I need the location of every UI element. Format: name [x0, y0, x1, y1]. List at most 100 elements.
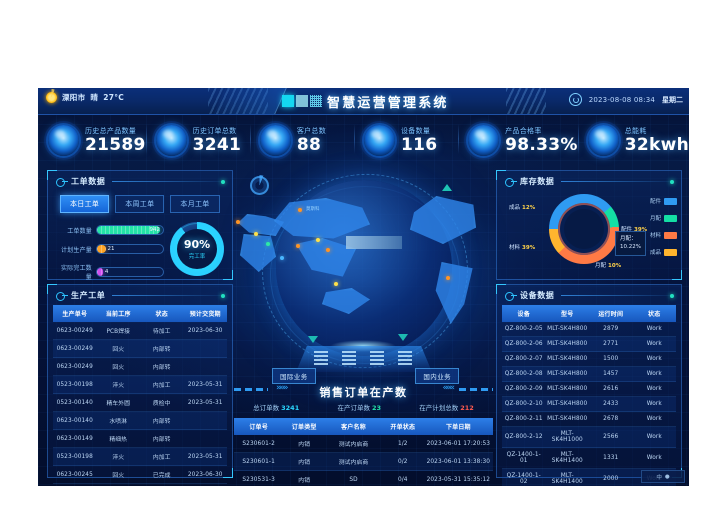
legend-item-2[interactable]: 材料 [650, 231, 677, 239]
stock-donut-chart: 成品 12% 配件 39% 材料 39% 月配 10% 月配： 10.22% 配件 [497, 187, 681, 271]
kpi-card-2[interactable]: 客户总数 88 [249, 115, 354, 165]
key-icon [56, 177, 68, 187]
header-divider [561, 293, 674, 298]
table-cell: 内加工 [140, 375, 184, 394]
kpi-value: 3241 [192, 135, 242, 155]
devices-table-wrap[interactable]: 设备 型号 运行时间 状态 QZ-800-2-05 MLT-SK4H800 2879… [497, 301, 681, 486]
kpi-label: 总能耗 [624, 127, 647, 135]
table-row[interactable]: QZ-800-2-08 MLT-SK4H800 1457 Work [502, 366, 676, 382]
tag-domestic[interactable]: 国内业务 [415, 368, 459, 384]
table-row[interactable]: QZ-800-2-12 MLT-SK4H1000 2566 Work [502, 426, 676, 448]
bar-row-finished: 实际完工数量 4 [56, 263, 164, 281]
map-marker-generic-2[interactable] [280, 256, 284, 260]
table-row[interactable]: 0623-00149 精细热 内部转 [53, 429, 227, 448]
kpi-orb-icon [259, 124, 291, 156]
kpi-label: 设备数量 [400, 127, 431, 135]
map-marker-generic-1[interactable] [266, 242, 270, 246]
table-row[interactable]: QZ-1400-1-01 MLT-SK4H1400 1331 Work [502, 447, 676, 469]
legend-label: 月配 [649, 216, 661, 222]
tab-month[interactable]: 本月工单 [170, 195, 220, 213]
legend-swatch [664, 197, 677, 205]
table-row[interactable]: 0523-00198 淬火 内加工 2023-05-31 [53, 375, 227, 394]
table-row[interactable]: 0623-00249 回火 内部转 [53, 339, 227, 358]
table-cell: 水喷淋 [96, 411, 140, 430]
tooltip-value: 10.22% [620, 244, 641, 251]
legend-item-3[interactable]: 成品 [650, 248, 677, 256]
ime-icon: ● [664, 473, 670, 480]
kpi-card-1[interactable]: 历史订单总数 3241 [145, 115, 250, 165]
table-row[interactable]: 0523-00198 淬火 内加工 2023-05-31 [53, 447, 227, 466]
sales-orders-table-wrap[interactable]: 订单号 订单类型 客户名称 开单状态 下单日期 S230601-2 内销 测试内启商… [234, 418, 493, 486]
map-marker-moscow[interactable] [298, 208, 302, 212]
table-row[interactable]: QZ-800-2-07 MLT-SK4H800 1500 Work [502, 351, 676, 367]
table-cell: MLT-SK4H800 [545, 381, 589, 397]
tag-international[interactable]: 国际业务 [272, 368, 316, 384]
donut-label-monthly: 月配 10% [595, 263, 622, 269]
orders-panel-title: 生产工单 [71, 291, 106, 300]
sales-stats: 总订单数 3241 在产订单数 23 在产计划总数 212 [234, 402, 493, 412]
map-marker-tokyo[interactable] [326, 248, 330, 252]
table-row[interactable]: QZ-800-2-09 MLT-SK4H800 2616 Work [502, 381, 676, 397]
table-cell: MLT-SK4H800 [545, 366, 589, 382]
devices-panel-header: 设备数据 [497, 285, 681, 301]
legend-item-0[interactable]: 配件 [650, 197, 677, 205]
kpi-orb-icon [468, 124, 500, 156]
production-orders-panel: 生产工单 生产单号 当前工序 状态 预计交货期 0623-00249 PCB焊接待… [47, 284, 233, 484]
legend-item-1[interactable]: 月配 [650, 214, 677, 222]
map-marker-shanghai[interactable] [316, 238, 320, 242]
table-cell: QZ-800-2-06 [502, 336, 546, 352]
table-row[interactable]: 0623-00140 水喷淋 内部转 [53, 411, 227, 430]
kpi-card-3[interactable]: 设备数量 116 [353, 115, 458, 165]
col-model: 型号 [545, 305, 589, 322]
bar-value: 21 [107, 246, 115, 252]
table-row[interactable]: QZ-800-2-11 MLT-SK4H800 2678 Work [502, 411, 676, 427]
kpi-label: 产品合格率 [505, 127, 542, 135]
table-row[interactable]: 0623-00249 PCB焊接 待加工 2023-06-30 [53, 322, 227, 340]
gauge-percent: 90% [183, 238, 211, 251]
table-header-row: 订单号 订单类型 客户名称 开单状态 下单日期 [234, 418, 493, 435]
kpi-card-5[interactable]: 总能耗 32kwh [577, 115, 689, 165]
header-divider [561, 179, 674, 184]
tab-week[interactable]: 本周工单 [115, 195, 165, 213]
map-marker-london[interactable] [236, 220, 240, 224]
map-marker-beijing[interactable] [296, 244, 300, 248]
table-cell: 0623-00140 [53, 411, 97, 430]
work-order-tabs: 本日工单 本周工单 本月工单 [48, 187, 232, 213]
table-row[interactable]: S230601-2 内销 测试内启商 1/2 2023-06-01 17:20:53 [234, 435, 493, 453]
col-order-no: 订单号 [234, 418, 284, 435]
kpi-orb-icon [48, 124, 79, 156]
table-row[interactable]: 0523-00140 精车外圆 质检中 2023-05-31 [53, 393, 227, 412]
map-marker-paris[interactable] [254, 232, 258, 236]
work-panel-title: 工单数据 [71, 177, 106, 186]
bar-row-quantity: 工单数量 942 [56, 225, 164, 235]
kpi-orb-icon [363, 124, 395, 156]
refresh-icon[interactable] [568, 93, 582, 106]
table-cell: PCB焊接 [96, 322, 140, 340]
kpi-value: 88 [296, 135, 322, 155]
donut-tooltip: 月配： 10.22% [615, 231, 646, 256]
ime-indicator[interactable]: 中 ● [641, 470, 685, 483]
map-marker-saopaulo[interactable] [446, 276, 450, 280]
donut-ring[interactable] [549, 194, 619, 264]
table-row[interactable]: QZ-800-2-10 MLT-SK4H800 2433 Work [502, 396, 676, 412]
stock-panel-header: 库存数据 [497, 171, 681, 187]
production-orders-table: 生产单号 当前工序 状态 预计交货期 0623-00249 PCB焊接 待加工 202… [53, 305, 227, 484]
table-row[interactable]: S230601-1 内销 测试内启商 0/2 2023-06-01 13:38:30 [234, 452, 493, 471]
table-cell: 已完成 [140, 465, 184, 484]
tab-today[interactable]: 本日工单 [60, 195, 110, 213]
table-cell: MLT-SK4H800 [545, 322, 589, 337]
table-cell: 2616 [589, 381, 633, 397]
table-row[interactable]: QZ-800-2-05 MLT-SK4H800 2879 Work [502, 322, 676, 337]
orders-table-wrap[interactable]: 生产单号 当前工序 状态 预计交货期 0623-00249 PCB焊接 待加工 202… [48, 301, 232, 484]
work-panel-body: 工单数量 942 计划生产量 21 实际完工数量 [48, 213, 232, 281]
tooltip-label: 月配： [620, 236, 637, 242]
table-cell: 1/2 [381, 435, 424, 453]
map-marker-singapore[interactable] [334, 282, 338, 286]
kpi-card-0[interactable]: 历史总产品数量 21589 [38, 115, 146, 165]
table-cell: QZ-1400-1-02 [502, 468, 546, 486]
table-row[interactable]: 0623-00249 回火 内部转 [53, 357, 227, 376]
table-row[interactable]: S230531-3 内销 SD 0/4 2023-05-31 15:35:12 [234, 470, 493, 486]
table-row[interactable]: QZ-800-2-06 MLT-SK4H800 2771 Work [502, 336, 676, 352]
kpi-card-4[interactable]: 产品合格率 98.33% [458, 115, 578, 165]
table-row[interactable]: 0623-00245 回火 已完成 2023-06-30 [53, 465, 227, 484]
